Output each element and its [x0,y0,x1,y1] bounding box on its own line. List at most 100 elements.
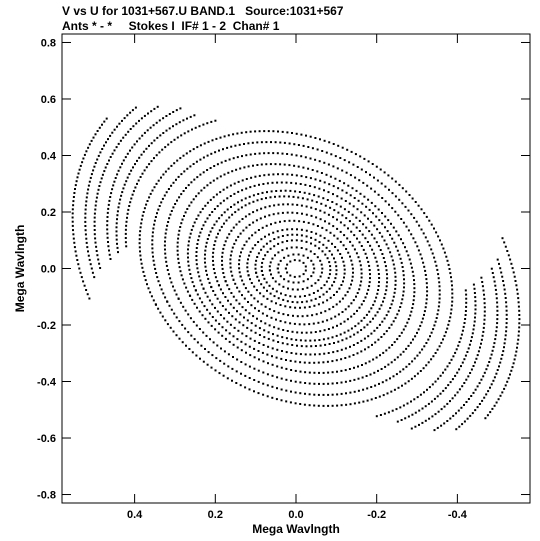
uv-point [401,187,404,190]
uv-point [365,171,367,174]
uv-point [405,190,408,193]
uv-point [370,332,373,335]
uv-point [376,228,379,231]
uv-point [178,337,181,340]
uv-point [360,211,363,214]
uv-point [133,143,136,146]
uv-point [162,132,165,134]
uv-point [402,328,405,331]
uv-point [151,251,154,254]
uv-point [314,244,317,247]
uv-point [325,229,328,232]
uv-point [455,428,458,431]
uv-point [391,192,394,195]
uv-point [471,332,474,335]
uv-point [268,308,271,311]
uv-point [369,173,371,176]
uv-point [317,361,320,364]
uv-point [411,270,414,273]
uv-point [197,271,200,274]
uv-point [488,361,491,363]
uv-point [332,193,334,196]
uv-point [274,141,277,144]
uv-point [275,190,278,192]
uv-point [334,261,337,264]
uv-point [85,237,88,240]
uv-point [254,175,257,178]
uv-point [397,309,400,312]
uv-point [277,173,279,176]
uv-point [397,234,400,237]
uv-point [168,304,171,307]
uv-point [267,345,270,348]
uv-point [152,255,154,258]
uv-point [299,361,302,364]
uv-point [76,259,79,261]
uv-point [260,163,263,166]
uv-point [161,315,164,318]
uv-point [161,197,164,200]
uv-point [228,311,230,314]
uv-point [431,383,434,386]
uv-point [303,295,306,297]
uv-point [300,175,303,178]
uv-point [304,265,307,268]
uv-point [373,190,376,193]
uv-point [431,252,434,255]
uv-point [230,270,233,273]
uv-point [472,391,475,394]
uv-point [404,417,407,420]
uv-point [106,224,109,227]
uv-point [424,306,427,309]
uv-point [300,331,303,334]
y-tick-label: 0.6 [41,94,56,106]
uv-point [421,421,424,424]
uv-point [298,220,301,223]
uv-point [377,208,380,211]
uv-point [188,268,191,271]
uv-point [259,292,262,295]
uv-point [443,334,446,337]
uv-point [345,171,348,174]
uv-point [170,184,173,187]
uv-point [331,284,334,287]
uv-point [400,331,403,334]
uv-point [229,258,232,261]
uv-point [253,379,256,381]
uv-point [178,266,181,269]
uv-point [226,284,229,287]
uv-point [340,392,343,395]
uv-point [369,273,371,276]
uv-point [343,159,346,162]
uv-point [388,203,390,206]
uv-point [110,192,113,195]
uv-point [240,372,242,375]
uv-point [198,297,201,300]
uv-point [366,387,369,390]
uv-point [452,414,455,417]
uv-point [494,288,497,291]
uv-point [419,253,422,256]
uv-point [341,146,344,149]
uv-point [170,141,173,144]
uv-point [106,236,109,239]
uv-point [187,264,190,267]
uv-point [439,392,442,395]
uv-point [152,299,155,302]
uv-point [90,139,93,142]
uv-point [427,338,430,341]
uv-point [105,141,107,144]
uv-point [401,384,403,387]
uv-point [423,265,426,268]
uv-point [425,342,428,344]
uv-point [297,196,300,199]
y-tick-label: 0.0 [41,264,56,276]
uv-point [317,303,320,306]
uv-point [374,341,377,344]
uv-point [415,220,418,223]
uv-point [236,132,239,135]
uv-point [364,348,366,351]
uv-point [333,280,336,283]
uv-point [177,261,180,264]
uv-point [289,322,292,325]
